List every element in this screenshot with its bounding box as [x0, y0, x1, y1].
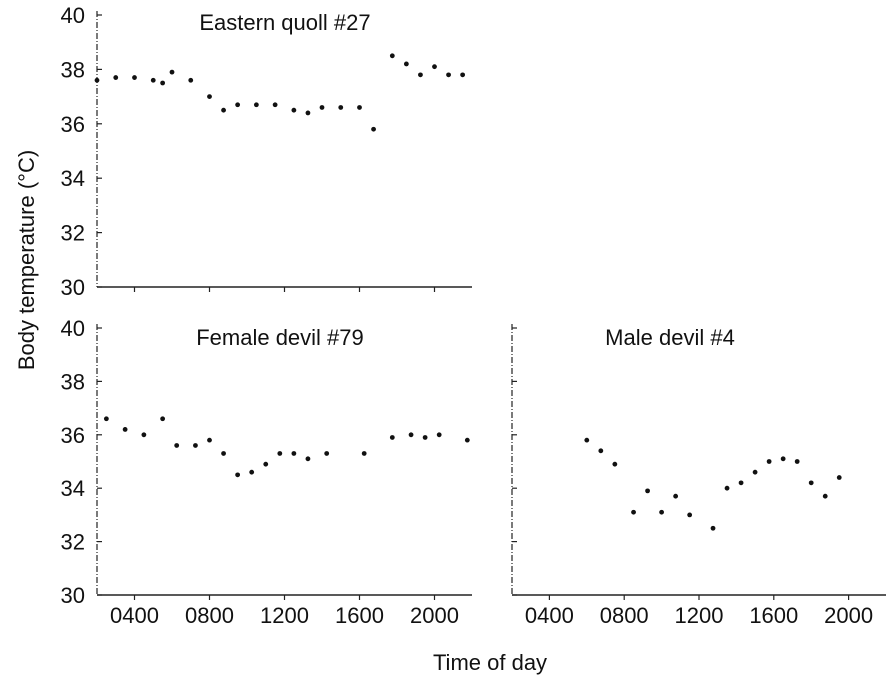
data-point — [584, 437, 590, 443]
data-point — [659, 509, 664, 515]
y-tick-label: 32 — [61, 221, 85, 246]
data-point — [103, 416, 109, 422]
data-point — [808, 480, 814, 486]
data-point — [724, 485, 730, 491]
y-tick-label: 38 — [61, 57, 85, 82]
data-point — [235, 472, 241, 478]
data-point — [446, 72, 451, 78]
data-point — [822, 493, 828, 499]
data-point — [464, 437, 470, 443]
data-point — [612, 461, 618, 467]
data-point — [188, 77, 194, 83]
panel-title-eastern-quoll: Eastern quoll #27 — [199, 10, 370, 35]
data-point — [631, 509, 636, 515]
data-point — [272, 102, 278, 108]
x-tick-label: 2000 — [410, 603, 459, 628]
data-point — [235, 102, 241, 108]
data-point — [160, 416, 166, 422]
data-point — [113, 75, 119, 80]
panel-male-devil: Male devil #4 0400 0800 1200 1600 2000 — [511, 324, 886, 628]
data-point — [169, 69, 175, 75]
y-tick-label: 30 — [61, 583, 85, 608]
x-tick-label: 0800 — [185, 603, 234, 628]
data-point — [324, 451, 330, 456]
data-point — [291, 451, 297, 456]
x-tick-label: 2000 — [824, 603, 873, 628]
data-point — [277, 451, 283, 456]
data-point — [141, 432, 147, 438]
data-point — [738, 480, 744, 486]
data-point — [207, 94, 212, 99]
y-tick-label: 36 — [61, 423, 85, 448]
data-point — [193, 443, 198, 448]
data-point — [150, 77, 156, 83]
data-point — [673, 493, 679, 499]
data-point — [710, 525, 716, 531]
data-point — [319, 105, 325, 110]
data-point — [94, 77, 100, 83]
y-axis-label: Body temperature (°C) — [14, 150, 39, 370]
y-tick-label: 32 — [61, 530, 85, 555]
data-point — [249, 469, 255, 475]
data-point — [389, 53, 395, 59]
data-point — [221, 451, 226, 456]
y-tick-label: 40 — [61, 3, 85, 28]
y-tick-label: 30 — [61, 275, 85, 300]
data-point — [436, 432, 442, 438]
data-point — [361, 451, 367, 456]
data-point — [598, 448, 604, 454]
x-tick-label: 1200 — [260, 603, 309, 628]
y-tick-label: 36 — [61, 112, 85, 137]
data-point — [122, 427, 128, 432]
panel-title-male-devil: Male devil #4 — [605, 325, 735, 350]
y-tick-label: 34 — [61, 166, 85, 191]
data-point — [338, 105, 344, 110]
x-tick-label: 0400 — [110, 603, 159, 628]
data-point — [263, 461, 269, 467]
panel-title-female-devil: Female devil #79 — [196, 325, 364, 350]
data-point — [432, 64, 437, 70]
x-tick-label: 1200 — [675, 603, 724, 628]
data-point — [422, 435, 428, 440]
panel-female-devil: Female devil #79 30 32 34 36 38 40 0400 0800 120… — [61, 316, 472, 628]
data-point — [766, 459, 772, 464]
data-point — [371, 126, 376, 132]
data-point — [207, 437, 212, 443]
data-point — [132, 75, 137, 80]
data-point — [160, 80, 166, 86]
y-tick-label: 38 — [61, 369, 85, 394]
data-point — [305, 110, 311, 116]
data-point — [408, 432, 414, 438]
data-point — [780, 456, 786, 462]
data-point — [174, 443, 180, 448]
x-tick-label: 0800 — [600, 603, 649, 628]
data-point — [418, 72, 423, 78]
data-point — [389, 435, 395, 440]
data-point — [221, 107, 226, 113]
y-tick-label: 40 — [61, 316, 85, 341]
data-point — [253, 102, 259, 108]
data-point — [687, 512, 693, 518]
x-tick-label: 1600 — [335, 603, 384, 628]
data-point — [357, 105, 362, 110]
data-point — [794, 459, 800, 464]
panel-eastern-quoll: Eastern quoll #27 30 32 34 36 38 40 — [61, 3, 472, 300]
data-point — [305, 456, 311, 462]
x-axis-label: Time of day — [433, 650, 547, 675]
x-tick-label: 0400 — [525, 603, 574, 628]
data-point — [291, 107, 297, 113]
data-point — [460, 72, 466, 78]
y-tick-label: 34 — [61, 476, 85, 501]
data-point — [752, 469, 758, 475]
data-point — [836, 475, 842, 480]
data-point — [403, 61, 409, 67]
x-tick-label: 1600 — [749, 603, 798, 628]
data-point — [645, 488, 650, 494]
